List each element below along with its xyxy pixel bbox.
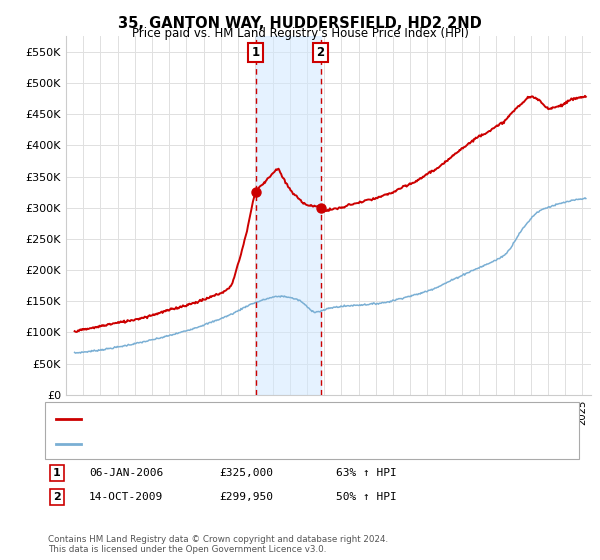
Text: 06-JAN-2006: 06-JAN-2006 — [89, 468, 163, 478]
Bar — [256, 36, 320, 395]
Text: £325,000: £325,000 — [219, 468, 273, 478]
Text: 63% ↑ HPI: 63% ↑ HPI — [336, 468, 397, 478]
Text: HPI: Average price, detached house, Kirklees: HPI: Average price, detached house, Kirk… — [86, 438, 331, 449]
Text: Contains HM Land Registry data © Crown copyright and database right 2024.
This d: Contains HM Land Registry data © Crown c… — [48, 535, 388, 554]
Text: £299,950: £299,950 — [219, 492, 273, 502]
Text: 1: 1 — [252, 46, 260, 59]
Text: 35, GANTON WAY, HUDDERSFIELD, HD2 2ND: 35, GANTON WAY, HUDDERSFIELD, HD2 2ND — [118, 16, 482, 31]
Text: 2: 2 — [317, 46, 325, 59]
Text: 50% ↑ HPI: 50% ↑ HPI — [336, 492, 397, 502]
Text: 14-OCT-2009: 14-OCT-2009 — [89, 492, 163, 502]
Text: 2: 2 — [53, 492, 61, 502]
Text: 35, GANTON WAY, HUDDERSFIELD, HD2 2ND (detached house): 35, GANTON WAY, HUDDERSFIELD, HD2 2ND (d… — [86, 414, 430, 424]
Text: 1: 1 — [53, 468, 61, 478]
Text: Price paid vs. HM Land Registry's House Price Index (HPI): Price paid vs. HM Land Registry's House … — [131, 27, 469, 40]
